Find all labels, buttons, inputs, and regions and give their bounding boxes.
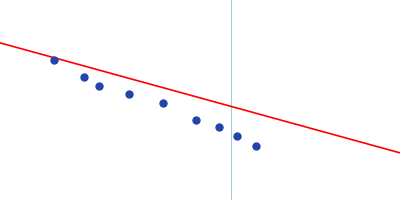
Point <box>96 84 102 87</box>
Point <box>160 101 166 104</box>
Point <box>193 118 200 122</box>
Point <box>81 76 87 79</box>
Point <box>234 134 240 137</box>
Point <box>216 126 222 129</box>
Point <box>126 93 132 96</box>
Point <box>51 58 58 62</box>
Point <box>253 144 259 147</box>
